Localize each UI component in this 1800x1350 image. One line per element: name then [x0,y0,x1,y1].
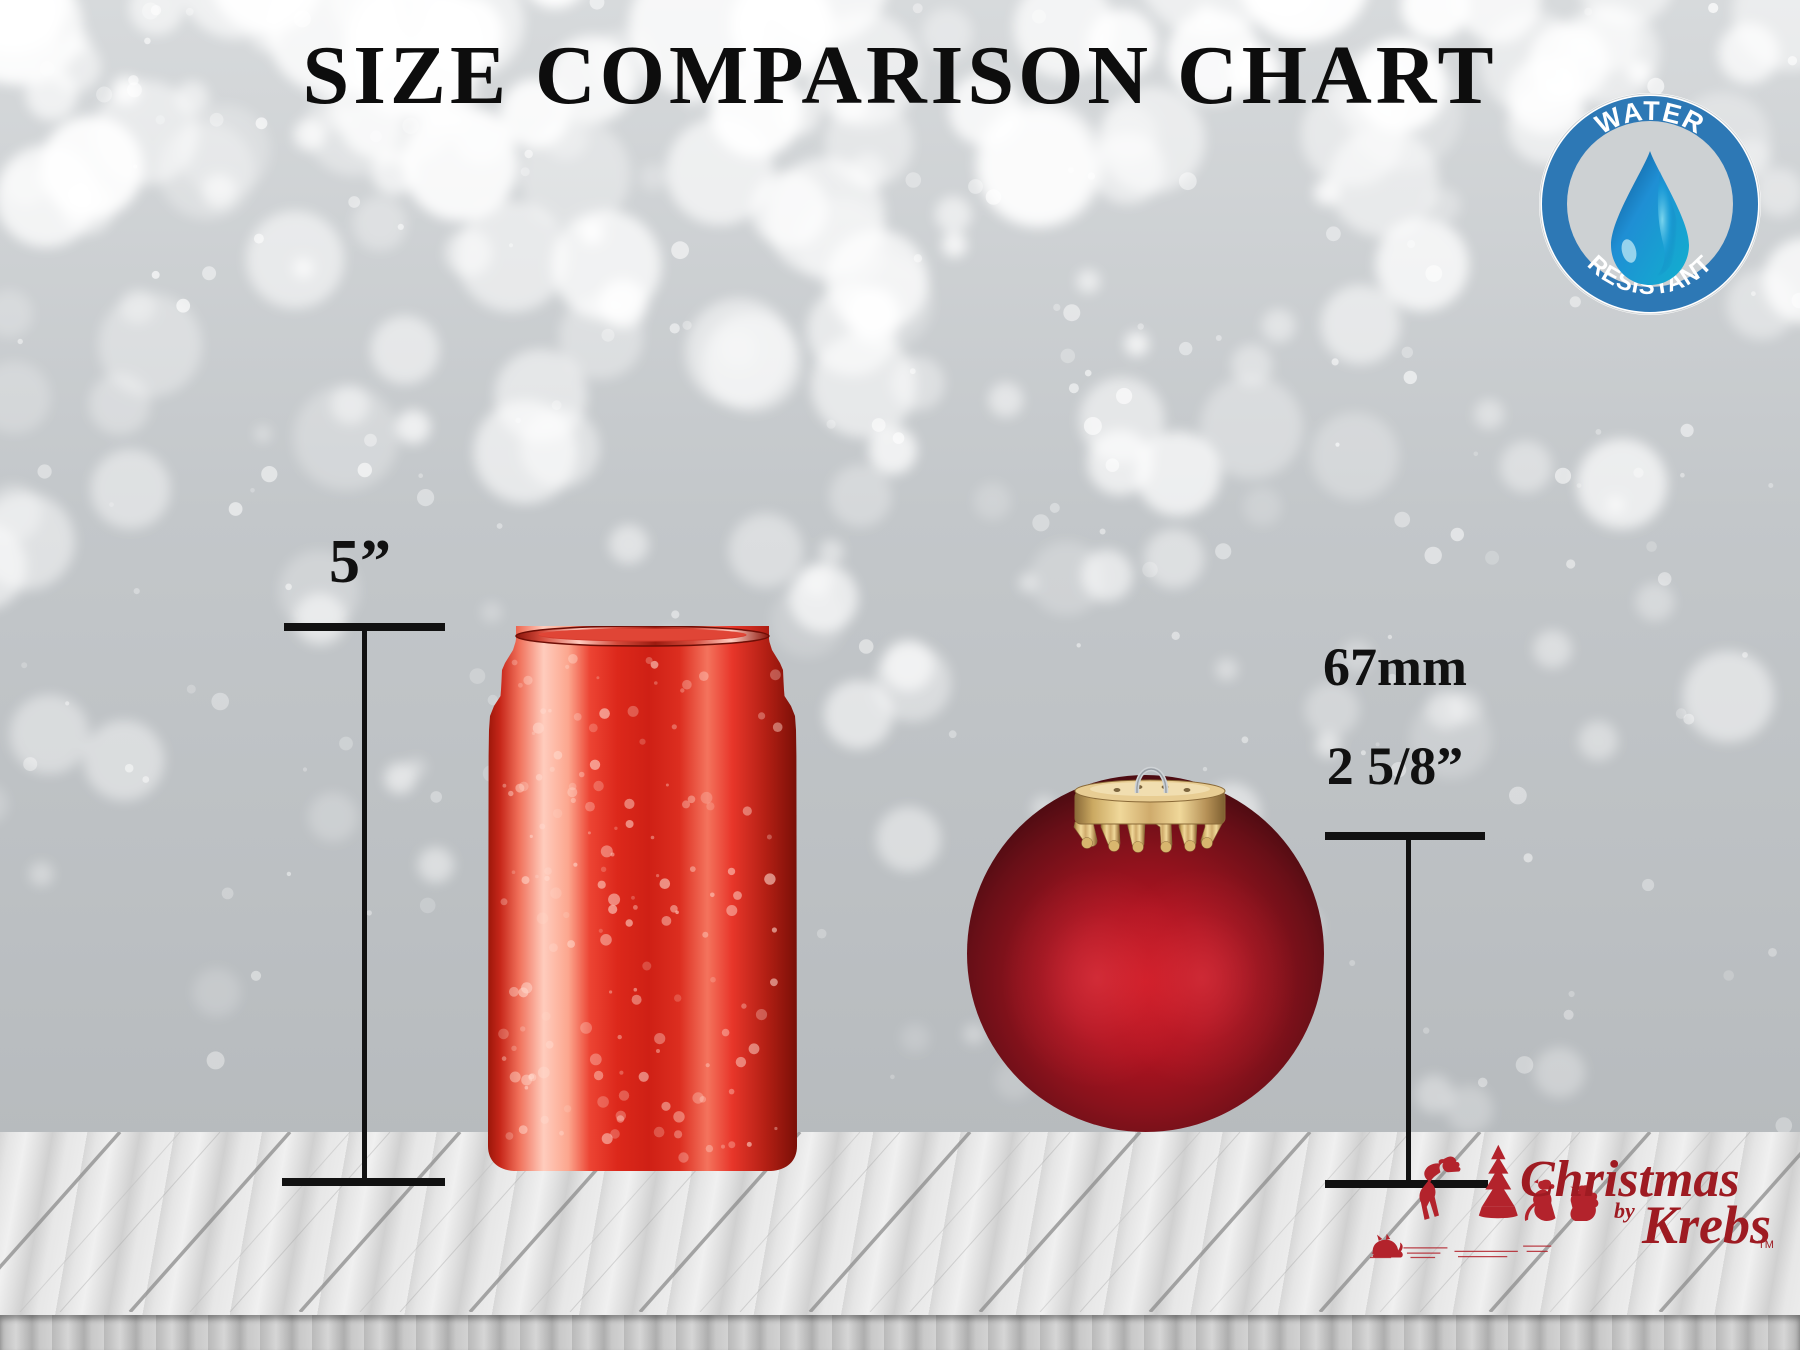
svg-text:by: by [1614,1198,1635,1223]
svg-text:Krebs: Krebs [1641,1195,1771,1255]
svg-text:TM: TM [1758,1239,1774,1251]
